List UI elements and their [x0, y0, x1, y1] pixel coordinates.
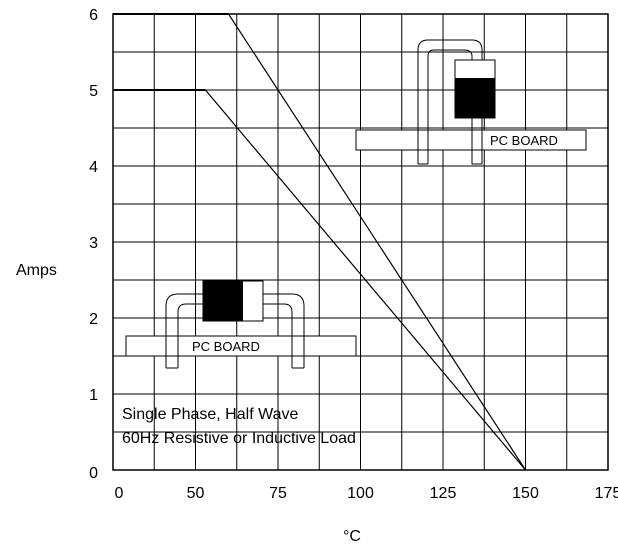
component-lead-outer — [417, 39, 483, 164]
component-lead-inner — [427, 49, 473, 164]
x-tick-label: 75 — [269, 485, 287, 502]
board-label-top: PC BOARD — [490, 133, 558, 148]
x-tick-label: 0 — [115, 485, 124, 502]
y-tick-label: 6 — [89, 7, 98, 24]
grid — [112, 13, 609, 471]
y-tick-label: 2 — [89, 311, 98, 328]
y-tick-label: 4 — [89, 159, 98, 176]
plot-frame — [112, 13, 609, 471]
component-band-bottom — [203, 281, 243, 321]
x-tick-label: 100 — [347, 485, 374, 502]
y-tick-label: 0 — [89, 465, 98, 482]
x-tick-label: 175 — [595, 485, 618, 502]
x-axis-label: °C — [343, 528, 361, 545]
board-label-bottom: PC BOARD — [192, 339, 260, 354]
x-tick-label: 125 — [430, 485, 457, 502]
tick-labels: 0 50 75 100 125 150 175 0 1 2 3 4 5 6 — [89, 7, 618, 502]
y-tick-label: 5 — [89, 83, 98, 100]
pc-board-vertical-mount-illustration: PC BOARD — [355, 39, 587, 165]
component-lead-bottom — [471, 118, 483, 165]
x-tick-label: 150 — [512, 485, 539, 502]
board-label-bg-bottom — [186, 338, 282, 354]
component-band-top — [455, 78, 495, 118]
y-tick-label: 1 — [89, 387, 98, 404]
y-tick-label: 3 — [89, 235, 98, 252]
series-lines — [113, 13, 527, 471]
x-tick-label: 50 — [187, 485, 205, 502]
load-note: Single Phase, Half Wave 60Hz Resistive o… — [122, 406, 356, 447]
board-label-bg-top — [484, 132, 574, 148]
y-axis-label: Amps — [16, 262, 57, 279]
pc-board-horizontal-mount-illustration: PC BOARD — [125, 280, 357, 369]
note-line-1: Single Phase, Half Wave — [122, 406, 298, 423]
note-line-2: 60Hz Resistive or Inductive Load — [122, 430, 356, 447]
